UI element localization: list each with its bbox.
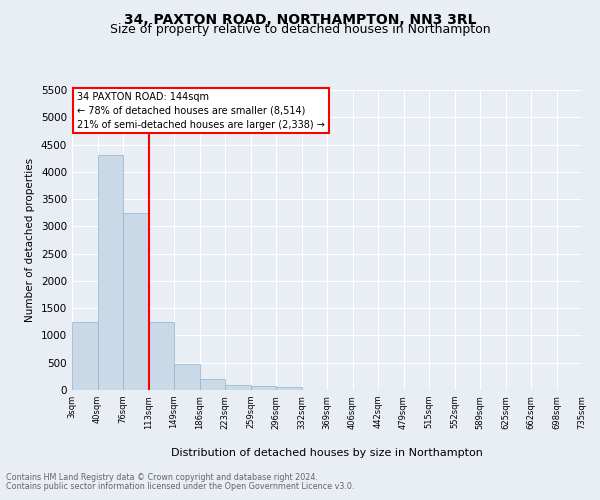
Text: Distribution of detached houses by size in Northampton: Distribution of detached houses by size …	[171, 448, 483, 458]
Text: 34 PAXTON ROAD: 144sqm
← 78% of detached houses are smaller (8,514)
21% of semi-: 34 PAXTON ROAD: 144sqm ← 78% of detached…	[77, 92, 325, 130]
Bar	[199, 379, 225, 390]
Bar	[225, 385, 251, 390]
Text: Size of property relative to detached houses in Northampton: Size of property relative to detached ho…	[110, 22, 490, 36]
Text: 34, PAXTON ROAD, NORTHAMPTON, NN3 3RL: 34, PAXTON ROAD, NORTHAMPTON, NN3 3RL	[124, 12, 476, 26]
Bar	[123, 212, 149, 390]
Bar	[174, 364, 199, 390]
Bar	[251, 386, 276, 390]
Bar	[149, 322, 174, 390]
Bar	[276, 387, 302, 390]
Text: Contains HM Land Registry data © Crown copyright and database right 2024.: Contains HM Land Registry data © Crown c…	[6, 473, 318, 482]
Bar	[97, 156, 123, 390]
Bar	[72, 322, 97, 390]
Y-axis label: Number of detached properties: Number of detached properties	[25, 158, 35, 322]
Text: Contains public sector information licensed under the Open Government Licence v3: Contains public sector information licen…	[6, 482, 355, 491]
